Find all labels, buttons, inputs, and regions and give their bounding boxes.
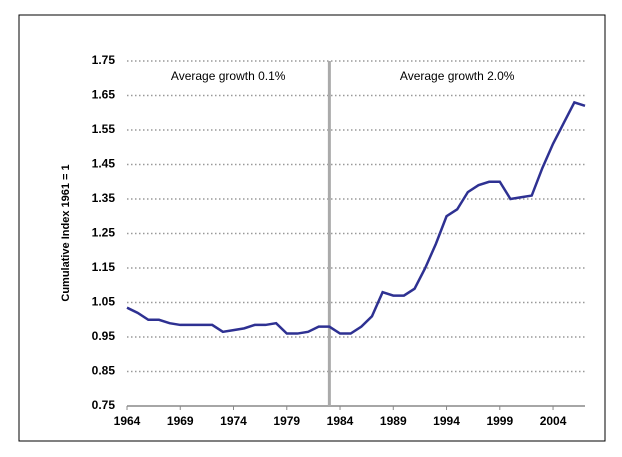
y-axis-label: Cumulative Index 1961 = 1 [60, 164, 72, 301]
y-tick-label: 1.05 [92, 295, 116, 309]
x-tick-label: 1984 [327, 414, 354, 428]
y-tick-label: 0.85 [92, 364, 116, 378]
line [126, 100, 586, 335]
x-tick-label: 2004 [540, 414, 567, 428]
y-tick-label: 1.35 [92, 191, 116, 205]
annotation: Average growth 0.1% [171, 69, 286, 83]
frame [18, 14, 606, 442]
y-tick-label: 1.65 [92, 88, 116, 102]
x-tick-label: 1989 [380, 414, 407, 428]
annotation: Average growth 2.0% [400, 69, 515, 83]
x-tick-label: 1979 [273, 414, 300, 428]
y-tick-label: 0.75 [92, 398, 116, 412]
x-tick-label: 1994 [433, 414, 460, 428]
y-tick-label: 1.55 [92, 122, 116, 136]
x-tick-label: 1999 [486, 414, 513, 428]
y-tick-label: 1.75 [92, 53, 116, 67]
y-tick-label: 1.15 [92, 260, 116, 274]
y-tick-label: 0.95 [92, 329, 116, 343]
x-tick-label: 1969 [167, 414, 194, 428]
x-tick-label: 1974 [220, 414, 247, 428]
y-tick-label: 1.25 [92, 226, 116, 240]
x-tick-label: 1964 [114, 414, 141, 428]
y-tick-label: 1.45 [92, 157, 116, 171]
